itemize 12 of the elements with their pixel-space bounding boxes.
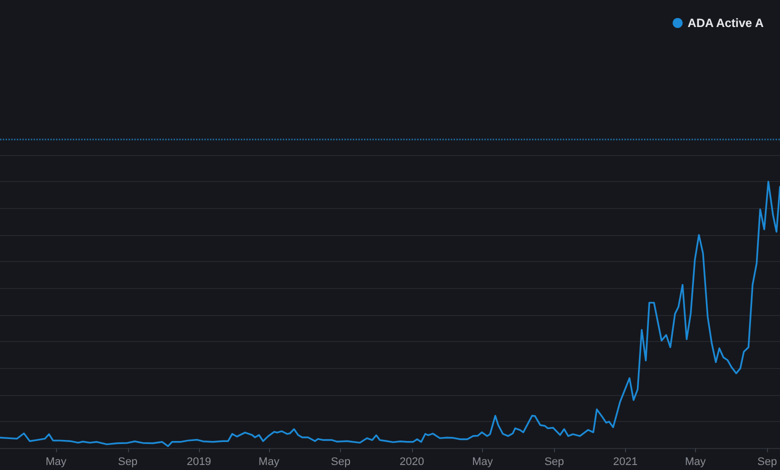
- x-tick-label: Sep: [544, 456, 564, 468]
- x-tick-label: Sep: [118, 456, 138, 468]
- x-tick-label: Sep: [330, 456, 350, 468]
- x-tick-label: 2019: [186, 456, 212, 468]
- x-tick-label: May: [472, 456, 494, 468]
- legend-label: ADA Active A: [688, 16, 764, 30]
- x-tick-label: Sep: [757, 456, 777, 468]
- x-tick-label: 2020: [400, 456, 424, 468]
- x-tick-label: 2021: [613, 456, 638, 468]
- x-tick-label: May: [46, 456, 67, 468]
- x-tick-label: May: [685, 456, 706, 468]
- x-tick-label: May: [258, 456, 280, 468]
